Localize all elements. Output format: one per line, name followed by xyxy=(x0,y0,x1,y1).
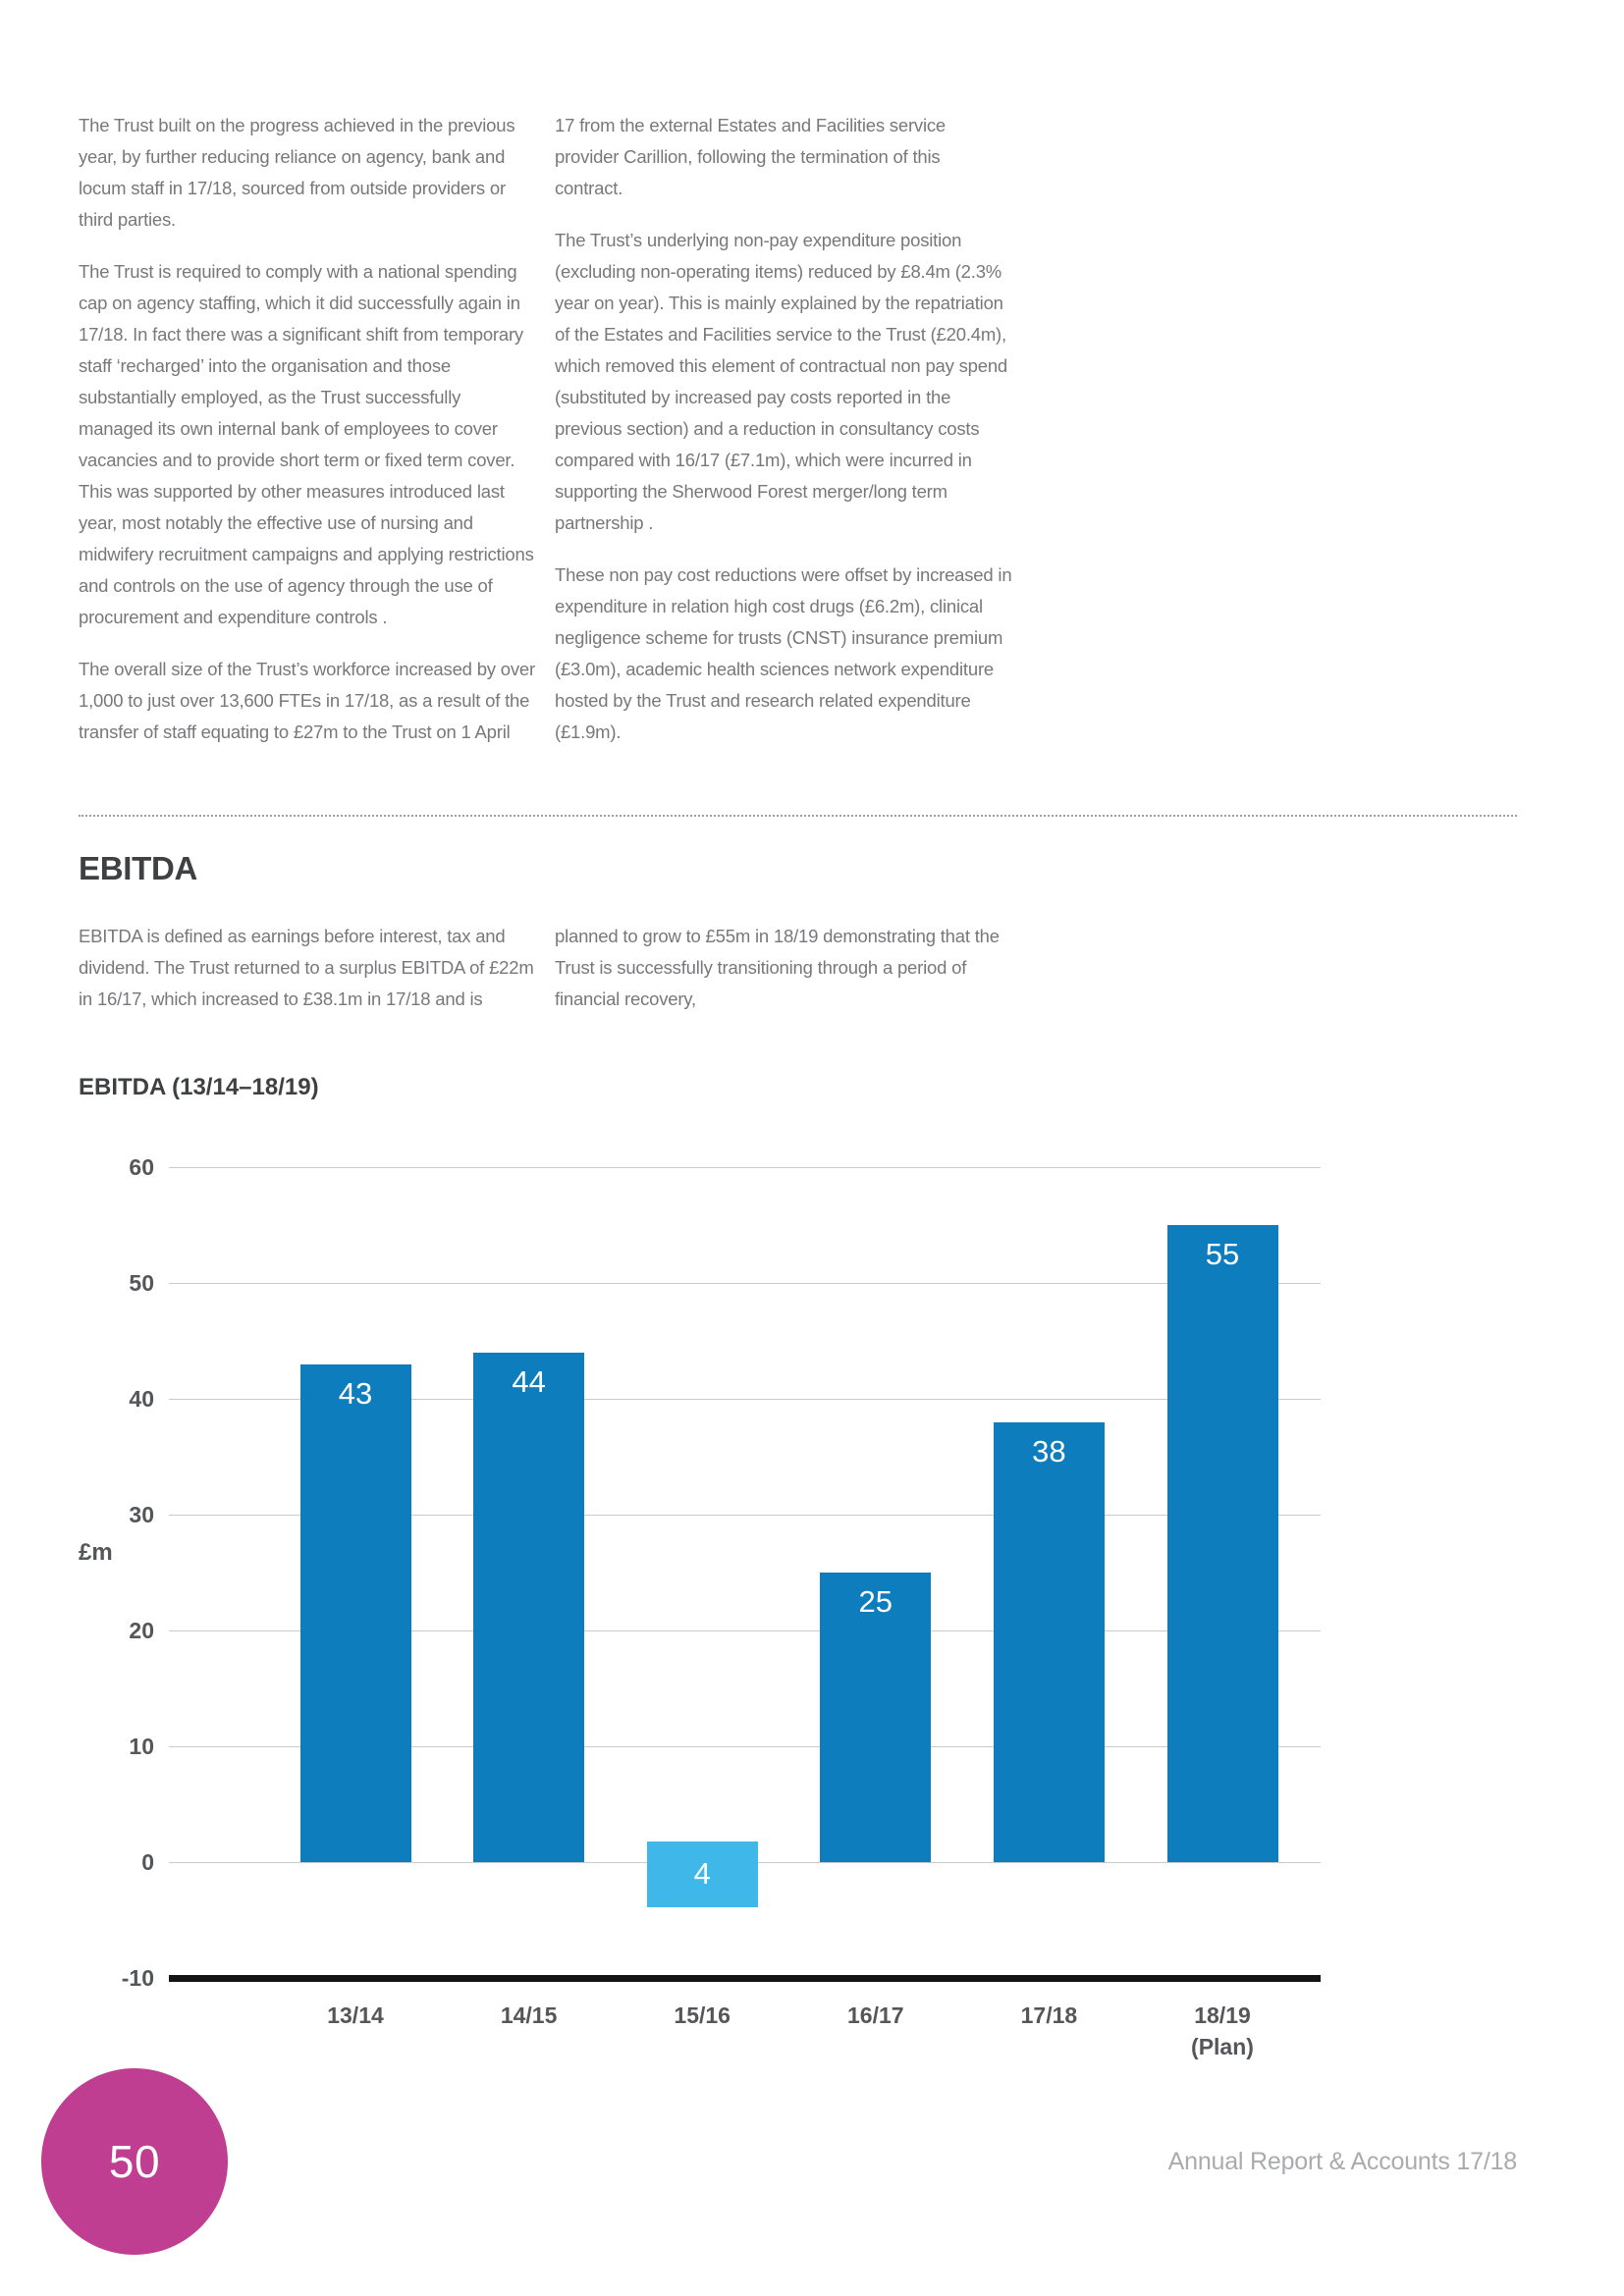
y-tick-label: 0 xyxy=(141,1849,154,1875)
paragraph: The Trust is required to comply with a n… xyxy=(79,261,534,627)
x-tick-label: 18/19 (Plan) xyxy=(1154,2000,1291,2062)
y-tick-label: 50 xyxy=(129,1270,154,1296)
gridline xyxy=(169,1283,1321,1284)
bar-14-15 xyxy=(473,1352,585,1862)
x-tick-label-line: 14/15 xyxy=(500,2002,558,2028)
paragraph: The overall size of the Trust’s workforc… xyxy=(79,659,535,742)
x-tick-label: 14/15 xyxy=(460,2000,598,2031)
bar-value-label: 38 xyxy=(1032,1433,1066,1468)
x-axis-ticks: 13/14 14/15 15/16 16/17 17/18 18/19 (Plan) xyxy=(169,2000,1321,2078)
bar-value-label: 4 xyxy=(693,1856,711,1892)
gridline xyxy=(169,1515,1321,1516)
gridline xyxy=(169,1746,1321,1747)
ebitda-right-column: planned to grow to £55m in 18/19 demonst… xyxy=(555,921,1012,1036)
page-number: 50 xyxy=(108,2136,161,2187)
intro-left-column: The Trust built on the progress achieved… xyxy=(79,110,536,769)
paragraph: EBITDA is defined as earnings before int… xyxy=(79,926,534,1009)
paragraph: The Trust’s underlying non-pay expenditu… xyxy=(555,230,1008,533)
footer-report-label: Annual Report & Accounts 17/18 xyxy=(1167,2148,1518,2175)
x-axis-line xyxy=(169,1975,1321,1982)
paragraph: planned to grow to £55m in 18/19 demonst… xyxy=(555,926,1000,1009)
bar-16-17 xyxy=(820,1573,932,1862)
bar-18-19-plan- xyxy=(1166,1225,1278,1862)
x-tick-label-line: 13/14 xyxy=(327,2002,384,2028)
gridline xyxy=(169,1399,1321,1400)
y-tick-label: -10 xyxy=(121,1965,154,1991)
bar-17-18 xyxy=(993,1421,1105,1862)
y-tick-label: 20 xyxy=(129,1618,154,1643)
y-axis-ticks: 60 50 40 30 20 10 0 -10 xyxy=(83,1154,154,1991)
bar-value-label: 55 xyxy=(1205,1237,1240,1271)
x-tick-label: 17/18 xyxy=(980,2000,1117,2031)
x-tick-label: 13/14 xyxy=(287,2000,424,2031)
x-tick-label-line: 15/16 xyxy=(674,2002,731,2028)
x-tick-label: 15/16 xyxy=(633,2000,771,2031)
ebitda-left-column: EBITDA is defined as earnings before int… xyxy=(79,921,536,1036)
paragraph: The Trust built on the progress achieved… xyxy=(79,115,515,230)
bar-value-label: 44 xyxy=(512,1363,546,1399)
paragraph: 17 from the external Estates and Facilit… xyxy=(555,115,947,198)
x-tick-label-line: 17/18 xyxy=(1020,2002,1078,2028)
gridline xyxy=(169,1167,1321,1168)
x-tick-label-line: 18/19 xyxy=(1194,2002,1251,2028)
x-tick-label-line: 16/17 xyxy=(847,2002,904,2028)
x-tick-label-line: (Plan) xyxy=(1191,2034,1254,2059)
x-tick-label: 16/17 xyxy=(807,2000,945,2031)
bar-value-label: 43 xyxy=(338,1375,373,1411)
y-tick-label: 60 xyxy=(129,1154,154,1180)
y-tick-label: 10 xyxy=(129,1734,154,1759)
paragraph: These non pay cost reductions were offse… xyxy=(555,564,1012,742)
bar-value-label: 25 xyxy=(858,1584,893,1619)
intro-right-column: 17 from the external Estates and Facilit… xyxy=(555,110,1012,769)
section-heading: EBITDA xyxy=(79,850,198,886)
chart-title: EBITDA (13/14–18/19) xyxy=(79,1074,319,1100)
y-tick-label: 30 xyxy=(129,1502,154,1527)
dotted-divider xyxy=(79,815,1517,817)
y-tick-label: 40 xyxy=(129,1386,154,1412)
page-number-badge: 50 xyxy=(41,2068,228,2255)
bar-13-14 xyxy=(299,1363,411,1862)
gridline xyxy=(169,1630,1321,1631)
y-axis-label: £m xyxy=(79,1539,113,1566)
chart-plot: 43 44 4 25 38 55 xyxy=(169,1167,1321,1982)
bar-15-16 xyxy=(646,1841,758,1907)
